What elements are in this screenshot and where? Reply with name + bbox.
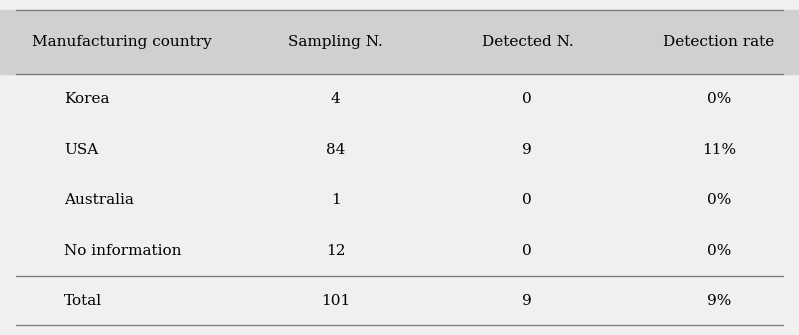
Text: Australia: Australia	[64, 193, 133, 207]
Text: 0: 0	[523, 193, 532, 207]
Text: Manufacturing country: Manufacturing country	[32, 35, 212, 49]
Text: 84: 84	[326, 143, 345, 157]
Text: 9: 9	[523, 143, 532, 157]
Text: 4: 4	[331, 92, 340, 106]
Text: 12: 12	[326, 244, 345, 258]
Text: Korea: Korea	[64, 92, 109, 106]
Text: 1: 1	[331, 193, 340, 207]
Bar	[0, 10, 799, 74]
Text: Sampling N.: Sampling N.	[288, 35, 383, 49]
Text: USA: USA	[64, 143, 98, 157]
Text: 0: 0	[523, 92, 532, 106]
Text: 101: 101	[321, 294, 350, 308]
Text: 0: 0	[523, 244, 532, 258]
Text: 0%: 0%	[707, 193, 731, 207]
Text: 9%: 9%	[707, 294, 731, 308]
Text: Detection rate: Detection rate	[663, 35, 775, 49]
Text: Detected N.: Detected N.	[482, 35, 573, 49]
Text: 11%: 11%	[702, 143, 736, 157]
Text: No information: No information	[64, 244, 181, 258]
Text: Total: Total	[64, 294, 102, 308]
Text: 0%: 0%	[707, 92, 731, 106]
Text: 0%: 0%	[707, 244, 731, 258]
Text: 9: 9	[523, 294, 532, 308]
